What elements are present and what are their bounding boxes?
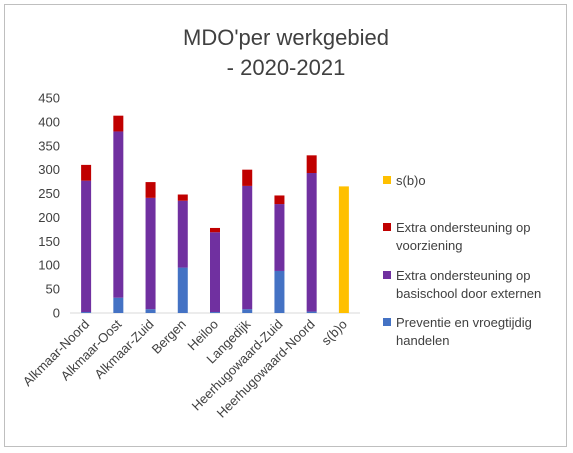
y-tick-label: 50: [46, 282, 60, 297]
bar-segment: [274, 195, 285, 205]
y-tick-label: 0: [53, 306, 60, 321]
x-axis: Alkmaar-NoordAlkmaar-OostAlkmaar-ZuidBer…: [20, 316, 350, 420]
y-tick-label: 150: [38, 234, 60, 249]
bar-segment: [210, 227, 220, 233]
bar-segment: [177, 200, 188, 268]
legend: s(b)o Extra ondersteuning op voorziening Ex…: [383, 173, 541, 348]
bar-segment: [81, 180, 92, 313]
x-tick-label: s(b)o: [318, 317, 350, 349]
bar-segment: [210, 312, 220, 313]
bars: [81, 115, 349, 313]
y-axis: 0 50 100 150 200 250 300 350 400 450: [38, 91, 360, 321]
y-tick-label: 200: [38, 210, 60, 225]
legend-swatch: [383, 271, 391, 279]
bar-segment: [274, 270, 285, 313]
chart-title-line-1: MDO'per werkgebied: [183, 25, 389, 50]
legend-label: Preventie en vroegtijdig handelen: [396, 315, 532, 348]
bar-segment: [338, 186, 349, 313]
bar-segment: [177, 267, 188, 313]
y-tick-label: 250: [38, 186, 60, 201]
chart-frame: [4, 4, 567, 447]
bar-segment: [177, 194, 188, 201]
bar-segment: [242, 169, 253, 186]
legend-label: s(b)o: [396, 173, 426, 188]
bar-segment: [145, 197, 156, 310]
legend-swatch: [383, 318, 391, 326]
y-tick-label: 100: [38, 258, 60, 273]
y-tick-label: 450: [38, 91, 60, 106]
legend-swatch: [383, 223, 391, 231]
y-tick-label: 300: [38, 162, 60, 177]
bar-segment: [81, 164, 92, 181]
bar-segment: [113, 131, 124, 298]
bar-segment: [242, 309, 253, 313]
bar-segment: [145, 309, 156, 313]
bar-segment: [81, 312, 92, 313]
bar-segment: [274, 204, 285, 271]
legend-label: Extra ondersteuning op voorziening: [396, 220, 530, 253]
legend-swatch: [383, 176, 391, 184]
bar-segment: [306, 155, 317, 174]
bar-segment: [306, 173, 317, 312]
chart-title: MDO'per werkgebied - 2020-2021: [183, 25, 389, 80]
bar-segment: [113, 115, 124, 132]
y-tick-label: 350: [38, 138, 60, 153]
y-tick-label: 400: [38, 114, 60, 129]
bar-segment: [242, 185, 253, 310]
bar-segment: [306, 311, 317, 313]
bar-segment: [145, 182, 156, 198]
bar-segment: [210, 232, 220, 313]
chart-title-line-2: - 2020-2021: [227, 55, 346, 80]
legend-label: Extra ondersteuning op basischool door ex…: [396, 268, 541, 301]
x-tick-label: Bergen: [149, 317, 189, 357]
bar-segment: [113, 297, 124, 313]
